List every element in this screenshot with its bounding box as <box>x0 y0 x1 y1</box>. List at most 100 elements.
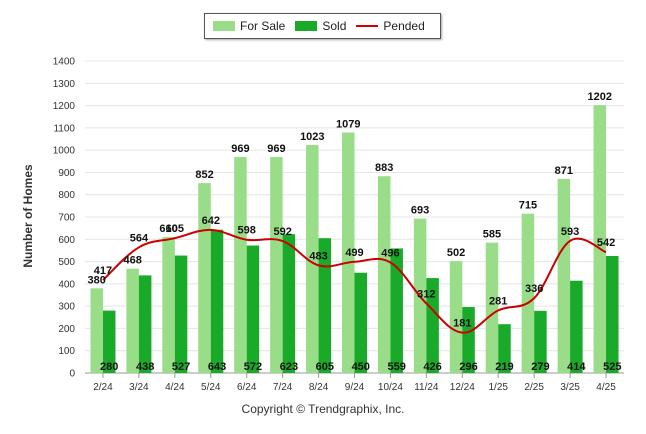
label-pended: 417 <box>94 265 112 277</box>
bar-for-sale <box>521 213 535 373</box>
bar-sold <box>534 310 547 373</box>
bar-for-sale <box>557 178 571 373</box>
copyright-text: Copyright © Trendgraphix, Inc. <box>241 402 405 416</box>
bar-for-sale <box>126 268 139 373</box>
label-for-sale: 883 <box>375 162 393 174</box>
label-sold: 280 <box>100 361 118 373</box>
bar-sold <box>498 324 511 373</box>
label-pended: 281 <box>489 295 507 307</box>
bar-sold <box>102 310 116 373</box>
legend: For Sale Sold Pended <box>204 13 441 39</box>
x-tick-label: 1/25 <box>488 382 508 393</box>
label-pended: 593 <box>561 226 579 238</box>
label-sold: 605 <box>316 361 334 373</box>
label-pended: 499 <box>345 247 363 259</box>
label-sold: 279 <box>531 361 549 373</box>
legend-item-pended[interactable]: Pended <box>356 19 425 33</box>
bar-for-sale <box>270 157 283 373</box>
bar-for-sale <box>593 105 607 373</box>
legend-item-sold[interactable]: Sold <box>295 19 346 33</box>
pended-line <box>102 228 607 334</box>
label-sold: 572 <box>244 361 262 373</box>
label-for-sale: 1023 <box>300 131 324 143</box>
label-pended: 605 <box>166 223 184 235</box>
legend-label-for-sale: For Sale <box>240 19 286 33</box>
x-tick-label: 8/24 <box>309 382 329 393</box>
y-tick-label: 800 <box>58 190 75 201</box>
label-for-sale: 502 <box>447 247 465 259</box>
label-for-sale: 693 <box>411 205 429 217</box>
label-for-sale: 852 <box>195 169 213 181</box>
y-tick-label: 1100 <box>53 123 75 134</box>
label-pended: 496 <box>381 247 399 259</box>
label-sold: 623 <box>280 361 298 373</box>
label-pended: 542 <box>597 237 615 249</box>
x-tick-label: 12/24 <box>450 382 475 393</box>
label-pended: 312 <box>417 288 435 300</box>
bar-sold <box>138 275 152 373</box>
label-sold: 426 <box>423 361 441 373</box>
legend-swatch-sold <box>295 21 318 31</box>
bar-sold <box>318 238 332 373</box>
bar-for-sale <box>449 261 463 373</box>
y-tick-label: 600 <box>58 235 75 246</box>
bar-for-sale <box>377 176 391 373</box>
y-tick-label: 400 <box>58 279 75 290</box>
label-for-sale: 610 <box>159 223 177 235</box>
bar-sold <box>210 229 224 373</box>
label-sold: 450 <box>352 361 370 373</box>
label-pended: 483 <box>309 250 327 262</box>
y-tick-label: 700 <box>58 213 75 224</box>
x-tick-label: 11/24 <box>414 382 439 393</box>
y-tick-label: 300 <box>58 302 75 313</box>
label-for-sale: 969 <box>267 143 285 155</box>
label-pended: 564 <box>130 232 149 244</box>
label-for-sale: 969 <box>231 143 249 155</box>
x-tick-label: 2/25 <box>524 382 544 393</box>
label-sold: 643 <box>208 361 226 373</box>
y-tick-label: 200 <box>58 324 75 335</box>
legend-swatch-for-sale <box>213 21 235 31</box>
label-pended: 336 <box>525 283 543 295</box>
y-tick-label: 900 <box>58 168 75 179</box>
bar-sold <box>354 272 367 373</box>
y-tick-label: 1300 <box>53 79 76 90</box>
label-sold: 527 <box>172 361 190 373</box>
bar-for-sale <box>485 242 499 373</box>
label-sold: 414 <box>567 361 586 373</box>
legend-item-for-sale[interactable]: For Sale <box>213 19 285 33</box>
label-sold: 559 <box>388 361 406 373</box>
legend-label-sold: Sold <box>322 19 347 33</box>
bar-for-sale <box>306 145 319 373</box>
x-tick-label: 6/24 <box>237 382 257 393</box>
label-for-sale: 468 <box>123 255 141 267</box>
y-tick-label: 0 <box>69 369 75 380</box>
bar-for-sale <box>162 237 175 373</box>
x-tick-label: 5/24 <box>201 382 221 393</box>
label-pended: 181 <box>453 318 471 330</box>
y-tick-label: 1400 <box>53 57 76 68</box>
legend-label-pended: Pended <box>383 19 425 33</box>
x-tick-label: 10/24 <box>378 382 403 393</box>
x-tick-label: 3/24 <box>129 382 149 393</box>
label-for-sale: 1202 <box>588 91 612 103</box>
label-for-sale: 715 <box>519 200 537 212</box>
bar-sold <box>390 248 403 373</box>
bar-sold <box>606 256 619 373</box>
x-tick-label: 9/24 <box>345 382 365 393</box>
y-tick-label: 1000 <box>53 146 76 157</box>
bar-sold <box>570 280 583 373</box>
x-tick-label: 2/24 <box>93 382 113 393</box>
y-tick-label: 500 <box>58 257 75 268</box>
x-axis-ticks: 2/24 3/24 4/24 5/24 6/24 7/24 8/24 9/24 10/24 11/… <box>93 373 616 393</box>
legend-swatch-pended <box>356 25 379 27</box>
label-sold: 296 <box>459 361 477 373</box>
label-for-sale: 585 <box>483 229 501 241</box>
label-pended: 642 <box>202 215 220 227</box>
bar-for-sale <box>198 183 211 373</box>
label-for-sale: 1079 <box>336 119 360 131</box>
pended-series-line <box>102 228 607 334</box>
bar-sold <box>462 307 475 373</box>
y-axis-ticks: 0 100 200 300 400 500 600 700 800 900 1000 1100 1200… <box>53 57 76 380</box>
